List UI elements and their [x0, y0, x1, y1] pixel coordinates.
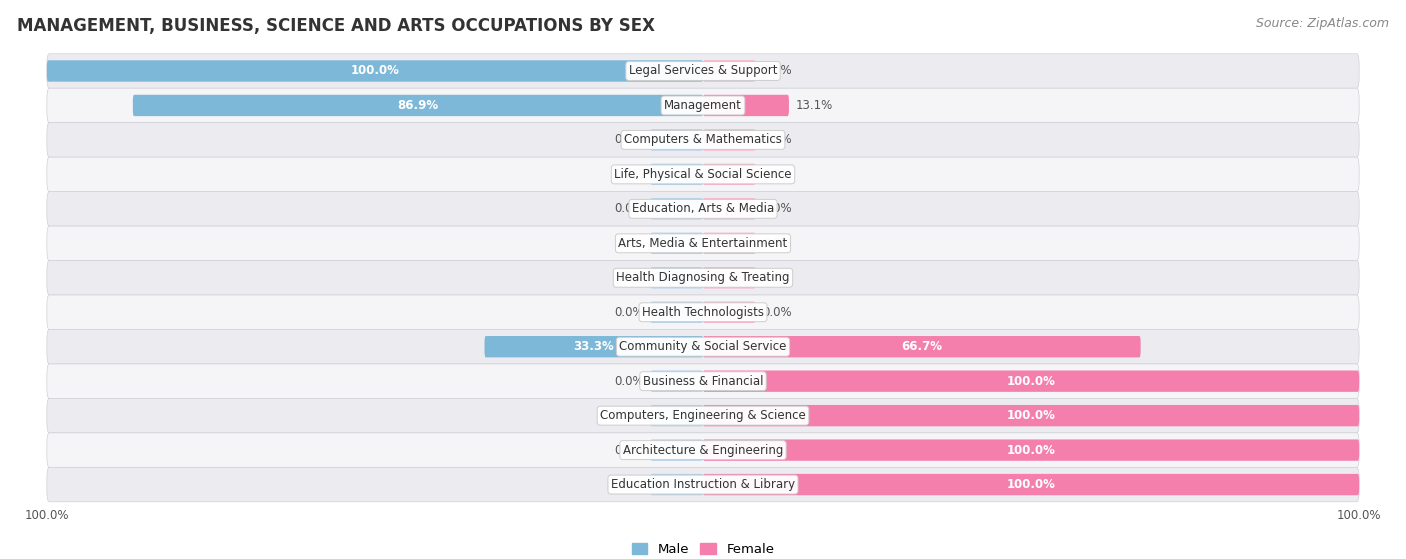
FancyBboxPatch shape [46, 157, 1360, 192]
FancyBboxPatch shape [651, 439, 703, 461]
Text: 100.0%: 100.0% [1337, 509, 1381, 522]
Text: 0.0%: 0.0% [614, 375, 644, 388]
Legend: Male, Female: Male, Female [626, 538, 780, 559]
Text: Arts, Media & Entertainment: Arts, Media & Entertainment [619, 237, 787, 250]
Text: 100.0%: 100.0% [1007, 444, 1056, 457]
Text: Management: Management [664, 99, 742, 112]
Text: 0.0%: 0.0% [762, 237, 792, 250]
Text: 0.0%: 0.0% [762, 134, 792, 146]
FancyBboxPatch shape [46, 329, 1360, 364]
FancyBboxPatch shape [651, 405, 703, 427]
FancyBboxPatch shape [703, 439, 1360, 461]
Text: 13.1%: 13.1% [796, 99, 832, 112]
Text: 0.0%: 0.0% [762, 306, 792, 319]
FancyBboxPatch shape [703, 129, 755, 150]
FancyBboxPatch shape [46, 433, 1360, 467]
FancyBboxPatch shape [651, 164, 703, 185]
FancyBboxPatch shape [703, 267, 755, 288]
Text: 0.0%: 0.0% [614, 409, 644, 422]
FancyBboxPatch shape [703, 164, 755, 185]
Text: 0.0%: 0.0% [762, 168, 792, 181]
Text: Health Diagnosing & Treating: Health Diagnosing & Treating [616, 271, 790, 285]
Text: Source: ZipAtlas.com: Source: ZipAtlas.com [1256, 17, 1389, 30]
FancyBboxPatch shape [651, 474, 703, 495]
FancyBboxPatch shape [703, 405, 1360, 427]
FancyBboxPatch shape [651, 301, 703, 323]
Text: 66.7%: 66.7% [901, 340, 942, 353]
FancyBboxPatch shape [703, 371, 1360, 392]
FancyBboxPatch shape [703, 233, 755, 254]
Text: 100.0%: 100.0% [350, 64, 399, 78]
FancyBboxPatch shape [651, 129, 703, 150]
Text: Community & Social Service: Community & Social Service [619, 340, 787, 353]
FancyBboxPatch shape [46, 88, 1360, 122]
Text: 0.0%: 0.0% [762, 202, 792, 215]
FancyBboxPatch shape [46, 226, 1360, 260]
FancyBboxPatch shape [132, 95, 703, 116]
Text: 100.0%: 100.0% [1007, 478, 1056, 491]
FancyBboxPatch shape [703, 60, 755, 82]
Text: 0.0%: 0.0% [614, 202, 644, 215]
FancyBboxPatch shape [703, 474, 1360, 495]
Text: 33.3%: 33.3% [574, 340, 614, 353]
Text: Legal Services & Support: Legal Services & Support [628, 64, 778, 78]
FancyBboxPatch shape [651, 233, 703, 254]
Text: Business & Financial: Business & Financial [643, 375, 763, 388]
FancyBboxPatch shape [485, 336, 703, 357]
FancyBboxPatch shape [46, 295, 1360, 329]
Text: Computers & Mathematics: Computers & Mathematics [624, 134, 782, 146]
Text: MANAGEMENT, BUSINESS, SCIENCE AND ARTS OCCUPATIONS BY SEX: MANAGEMENT, BUSINESS, SCIENCE AND ARTS O… [17, 17, 655, 35]
Text: 0.0%: 0.0% [762, 64, 792, 78]
FancyBboxPatch shape [46, 122, 1360, 157]
Text: 0.0%: 0.0% [614, 478, 644, 491]
FancyBboxPatch shape [703, 95, 789, 116]
Text: 0.0%: 0.0% [614, 237, 644, 250]
Text: Education Instruction & Library: Education Instruction & Library [612, 478, 794, 491]
FancyBboxPatch shape [46, 260, 1360, 295]
Text: 0.0%: 0.0% [614, 134, 644, 146]
FancyBboxPatch shape [703, 301, 755, 323]
Text: 100.0%: 100.0% [1007, 409, 1056, 422]
FancyBboxPatch shape [46, 364, 1360, 399]
FancyBboxPatch shape [703, 336, 1140, 357]
Text: Education, Arts & Media: Education, Arts & Media [631, 202, 775, 215]
Text: 86.9%: 86.9% [398, 99, 439, 112]
Text: Health Technologists: Health Technologists [643, 306, 763, 319]
Text: 100.0%: 100.0% [1007, 375, 1056, 388]
FancyBboxPatch shape [651, 371, 703, 392]
Text: 0.0%: 0.0% [614, 444, 644, 457]
Text: Computers, Engineering & Science: Computers, Engineering & Science [600, 409, 806, 422]
Text: Architecture & Engineering: Architecture & Engineering [623, 444, 783, 457]
FancyBboxPatch shape [651, 198, 703, 220]
FancyBboxPatch shape [651, 267, 703, 288]
Text: 0.0%: 0.0% [762, 271, 792, 285]
FancyBboxPatch shape [46, 192, 1360, 226]
Text: 0.0%: 0.0% [614, 168, 644, 181]
FancyBboxPatch shape [46, 467, 1360, 502]
FancyBboxPatch shape [46, 60, 703, 82]
Text: 0.0%: 0.0% [614, 306, 644, 319]
FancyBboxPatch shape [703, 198, 755, 220]
FancyBboxPatch shape [46, 399, 1360, 433]
Text: 0.0%: 0.0% [614, 271, 644, 285]
Text: Life, Physical & Social Science: Life, Physical & Social Science [614, 168, 792, 181]
Text: 100.0%: 100.0% [25, 509, 69, 522]
FancyBboxPatch shape [46, 54, 1360, 88]
